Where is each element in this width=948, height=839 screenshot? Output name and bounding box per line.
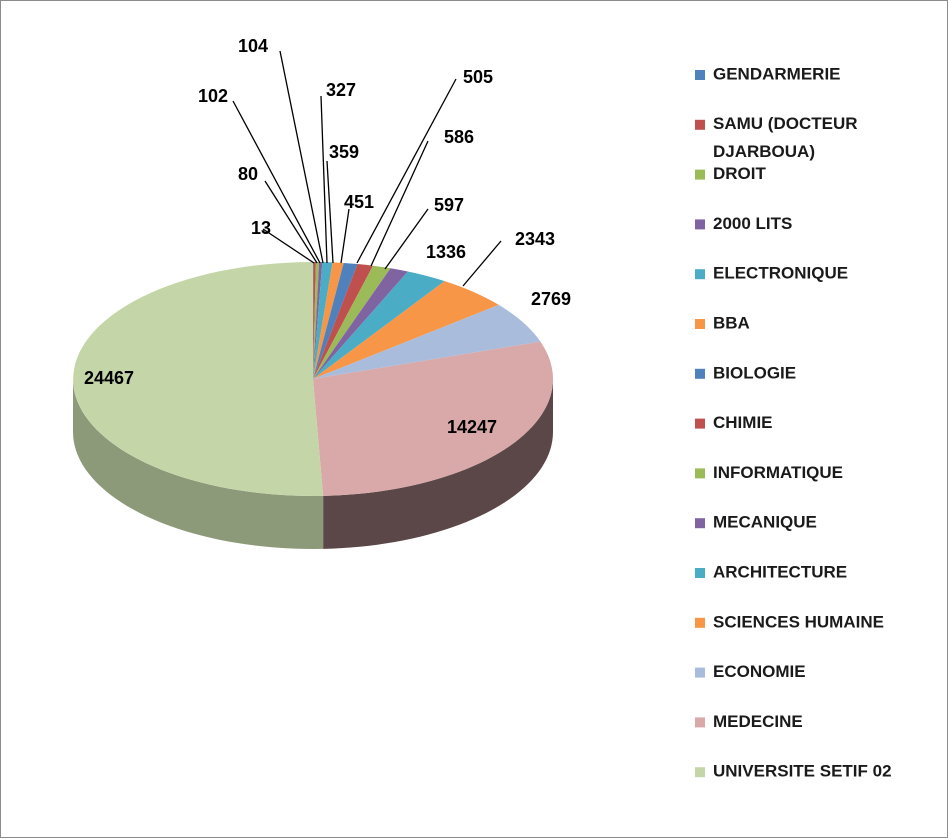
legend-swatch-droit [695, 170, 705, 180]
legend-item-economie[interactable]: ECONOMIE [695, 662, 806, 681]
legend-item-architecture[interactable]: ARCHITECTURE [695, 562, 847, 581]
legend-item-informatique[interactable]: INFORMATIQUE [695, 463, 843, 482]
legend-label-electronique: ELECTRONIQUE [713, 264, 848, 283]
data-label-universite-setif-02: 24467 [84, 368, 134, 388]
data-label-informatique: 586 [444, 127, 474, 147]
legend-label-gendarmerie: GENDARMERIE [713, 64, 841, 83]
pie-tops [73, 262, 553, 496]
data-label-medecine: 14247 [447, 417, 497, 437]
legend-item-gendarmerie[interactable]: GENDARMERIE [695, 64, 841, 83]
data-label-droit: 102 [198, 86, 228, 106]
legend-item-bba[interactable]: BBA [695, 313, 750, 332]
legend-label-bba: BBA [713, 313, 750, 332]
legend-swatch-samu-docteur-djarboua [695, 120, 705, 130]
data-label-biologie: 451 [344, 192, 374, 212]
leader-line-bba [327, 161, 333, 263]
legend-label-architecture: ARCHITECTURE [713, 562, 847, 581]
leader-line-2000-lits [280, 51, 323, 263]
legend-swatch-informatique [695, 468, 705, 478]
legend-swatch-universite-setif-02 [695, 767, 705, 777]
data-label-economie: 2769 [531, 289, 571, 309]
legend-swatch-chimie [695, 419, 705, 429]
data-label-sciences-humaine: 2343 [515, 229, 555, 249]
legend-label-droit: DROIT [713, 164, 767, 183]
data-label-bba: 359 [329, 142, 359, 162]
data-label-electronique: 327 [326, 80, 356, 100]
data-label-architecture: 1336 [426, 242, 466, 262]
legend-label-economie: ECONOMIE [713, 662, 806, 681]
leader-line-mecanique [385, 209, 428, 269]
legend-label-chimie: CHIMIE [713, 413, 773, 432]
leader-line-sciences-humaine [463, 241, 501, 286]
leader-line-chimie [357, 79, 456, 263]
legend-swatch-sciences-humaine [695, 618, 705, 628]
legend-label-mecanique: MECANIQUE [713, 513, 817, 532]
legend-swatch-architecture [695, 568, 705, 578]
data-label-2000-lits: 104 [238, 36, 268, 56]
legend-item-medecine[interactable]: MEDECINE [695, 712, 803, 731]
legend-label-2000-lits: 2000 LITS [713, 214, 792, 233]
legend-label-universite-setif-02: UNIVERSITE SETIF 02 [713, 762, 892, 781]
legend-item-sciences-humaine[interactable]: SCIENCES HUMAINE [695, 612, 884, 631]
legend-swatch-mecanique [695, 518, 705, 528]
legend-item-electronique[interactable]: ELECTRONIQUE [695, 264, 848, 283]
data-label-mecanique: 597 [434, 195, 464, 215]
legend-label-biologie: BIOLOGIE [713, 363, 796, 382]
leader-line-informatique [371, 141, 428, 266]
legend-label-sciences-humaine: SCIENCES HUMAINE [713, 612, 884, 631]
legend-swatch-bba [695, 319, 705, 329]
legend-item-universite-setif-02[interactable]: UNIVERSITE SETIF 02 [695, 762, 892, 781]
legend-swatch-2000-lits [695, 219, 705, 229]
data-label-samu-docteur-djarboua: 80 [238, 164, 258, 184]
legend-swatch-electronique [695, 269, 705, 279]
legend-swatch-gendarmerie [695, 70, 705, 80]
data-label-gendarmerie: 13 [251, 218, 271, 238]
data-label-chimie: 505 [463, 67, 493, 87]
legend-label-medecine: MEDECINE [713, 712, 803, 731]
legend-swatch-biologie [695, 369, 705, 379]
legend-label-informatique: INFORMATIQUE [713, 463, 843, 482]
legend-swatch-medecine [695, 717, 705, 727]
leader-line-biologie [341, 209, 349, 263]
legend-swatch-economie [695, 668, 705, 678]
legend-item-chimie[interactable]: CHIMIE [695, 413, 773, 432]
leader-line-electronique [321, 96, 327, 263]
legend-item-droit[interactable]: DROIT [695, 164, 767, 183]
legend-item-mecanique[interactable]: MECANIQUE [695, 513, 817, 532]
legend-item-biologie[interactable]: BIOLOGIE [695, 363, 796, 382]
legend-item-2000-lits[interactable]: 2000 LITS [695, 214, 792, 233]
